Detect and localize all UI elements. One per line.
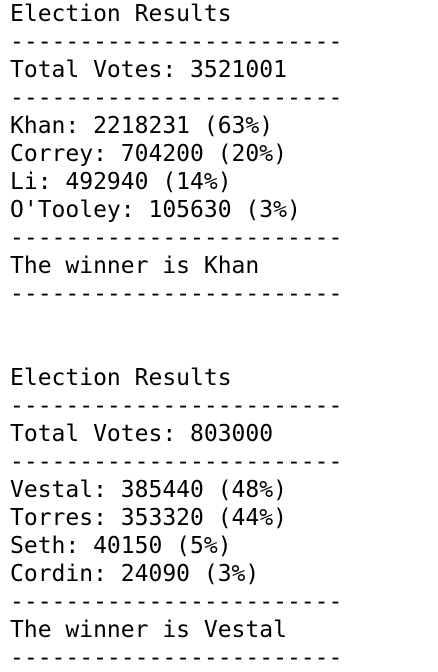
output-line: Election Results <box>10 1 232 27</box>
output-line: ------------------------ <box>10 393 343 419</box>
output-line: ------------------------ <box>10 85 343 111</box>
output-line: Total Votes: 3521001 <box>10 57 287 83</box>
output-line: The winner is Khan <box>10 253 260 279</box>
output-line: ------------------------ <box>10 589 343 615</box>
output-line: Torres: 353320 (44%) <box>10 505 287 531</box>
output-line: The winner is Vestal <box>10 617 287 643</box>
results-block: Election Results ------------------------… <box>10 364 438 672</box>
output-line: Correy: 704200 (20%) <box>10 141 287 167</box>
output-line: Vestal: 385440 (48%) <box>10 477 287 503</box>
output-line: ------------------------ <box>10 29 343 55</box>
output-line: ------------------------ <box>10 645 343 671</box>
output-line: Li: 492940 (14%) <box>10 169 232 195</box>
output-line: Seth: 40150 (5%) <box>10 533 232 559</box>
results-block: Election Results ------------------------… <box>10 0 438 308</box>
output-line: Total Votes: 803000 <box>10 421 274 447</box>
output-line: Election Results <box>10 365 232 391</box>
output-line: ------------------------ <box>10 281 343 307</box>
output-line: O'Tooley: 105630 (3%) <box>10 197 301 223</box>
output-line: Cordin: 24090 (3%) <box>10 561 260 587</box>
output-line: Khan: 2218231 (63%) <box>10 113 274 139</box>
output-line: ------------------------ <box>10 225 343 251</box>
output-line: ------------------------ <box>10 449 343 475</box>
